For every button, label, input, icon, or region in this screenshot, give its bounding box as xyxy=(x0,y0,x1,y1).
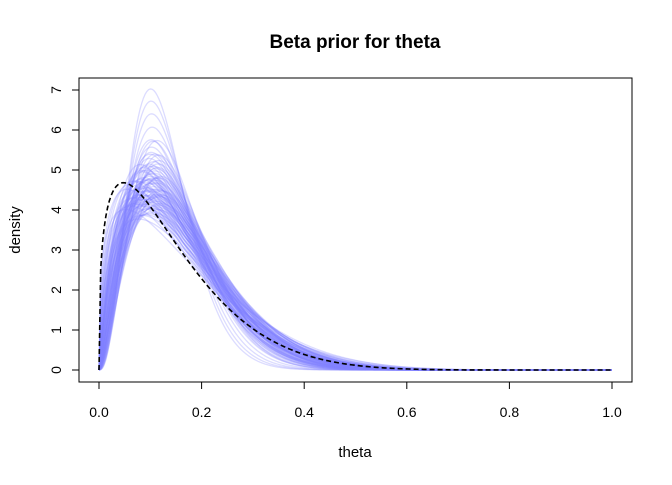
y-tick-label: 1 xyxy=(48,326,64,334)
sample-curve xyxy=(98,218,612,371)
sample-curves xyxy=(98,88,612,371)
y-tick-label: 5 xyxy=(48,166,64,174)
y-tick-label: 7 xyxy=(48,86,64,94)
chart-title: Beta prior for theta xyxy=(269,32,440,53)
y-tick-label: 0 xyxy=(48,366,64,374)
y-tick-label: 4 xyxy=(48,206,64,214)
y-axis-label: density xyxy=(7,206,24,254)
y-tick-label: 6 xyxy=(48,126,64,134)
y-tick-label: 3 xyxy=(48,246,64,254)
x-tick-label: 0.6 xyxy=(397,404,417,420)
sample-curve xyxy=(98,179,612,371)
sample-curve xyxy=(98,140,612,371)
x-axis: 0.0 0.2 0.4 0.6 0.8 1.0 xyxy=(89,381,622,420)
x-tick-label: 0.0 xyxy=(89,404,109,420)
mean-prior-curve xyxy=(98,181,612,371)
y-axis: 0 1 2 3 4 5 6 7 xyxy=(48,86,80,374)
x-axis-label: theta xyxy=(338,444,372,461)
y-tick-label: 2 xyxy=(48,286,64,294)
x-tick-label: 0.8 xyxy=(500,404,520,420)
sample-curve xyxy=(98,198,612,371)
x-tick-label: 1.0 xyxy=(602,404,622,420)
x-tick-label: 0.2 xyxy=(192,404,212,420)
x-tick-label: 0.4 xyxy=(294,404,314,420)
